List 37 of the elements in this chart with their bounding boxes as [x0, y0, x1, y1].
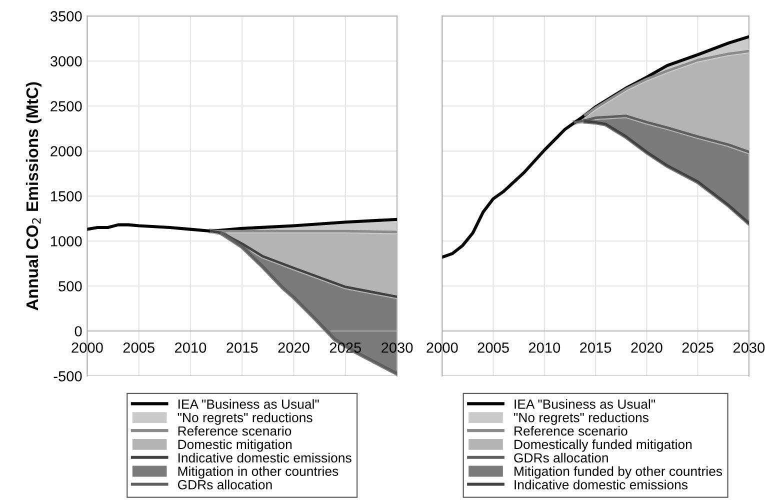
legend-label: Reference scenario	[178, 426, 292, 436]
legend-label: Mitigation funded by other countries	[514, 466, 722, 479]
x-tick-label: 2020	[278, 342, 310, 353]
x-tick-label: 2020	[631, 342, 662, 353]
y-tick-label: 0	[74, 326, 82, 336]
legend-label: Reference scenario	[514, 426, 628, 436]
x-tick-label: 2000	[72, 342, 103, 353]
y-tick-label: 500	[58, 281, 82, 292]
x-tick-label: 2005	[478, 342, 509, 353]
legend-label: "No regrets" reductions	[514, 412, 649, 425]
legend-label: IEA "Business as Usual"	[514, 399, 656, 409]
x-tick-label: 2025	[682, 342, 714, 353]
legend-label: Indicative domestic emissions	[514, 480, 688, 490]
y-tick-label: 2500	[50, 101, 82, 112]
y-tick-label: 3500	[50, 11, 82, 22]
y-axis-title: Annual CO$_{2}$ Emissions (MtC)	[26, 82, 42, 310]
y-tick-label: 1500	[51, 191, 82, 202]
legend-label: GDRs allocation	[514, 452, 608, 463]
x-tick-label: 2030	[733, 342, 765, 353]
legend-label: Mitigation in other countries	[178, 466, 338, 479]
x-tick-label: 2005	[123, 342, 154, 353]
legend-label: Indicative domestic emissions	[178, 452, 352, 463]
y-tick-label: 2000	[50, 146, 82, 156]
legend-label: GDRs allocation	[178, 480, 272, 490]
x-tick-label: 2015	[226, 342, 258, 353]
x-tick-label: 2000	[426, 342, 458, 353]
legend-label: Domestic mitigation	[178, 439, 292, 452]
x-tick-label: 2030	[382, 342, 413, 353]
y-tick-label: 3000	[50, 56, 82, 66]
x-tick-label: 2010	[175, 342, 206, 353]
legend-label: "No regrets" reductions	[178, 412, 312, 425]
y-tick-label: -500	[54, 371, 82, 382]
y-tick-label: 1000	[51, 236, 82, 246]
legend-label: Domestically funded mitigation	[514, 439, 692, 452]
x-tick-label: 2010	[528, 342, 560, 353]
legend-label: IEA "Business as Usual"	[178, 399, 319, 409]
x-tick-label: 2015	[580, 342, 612, 353]
